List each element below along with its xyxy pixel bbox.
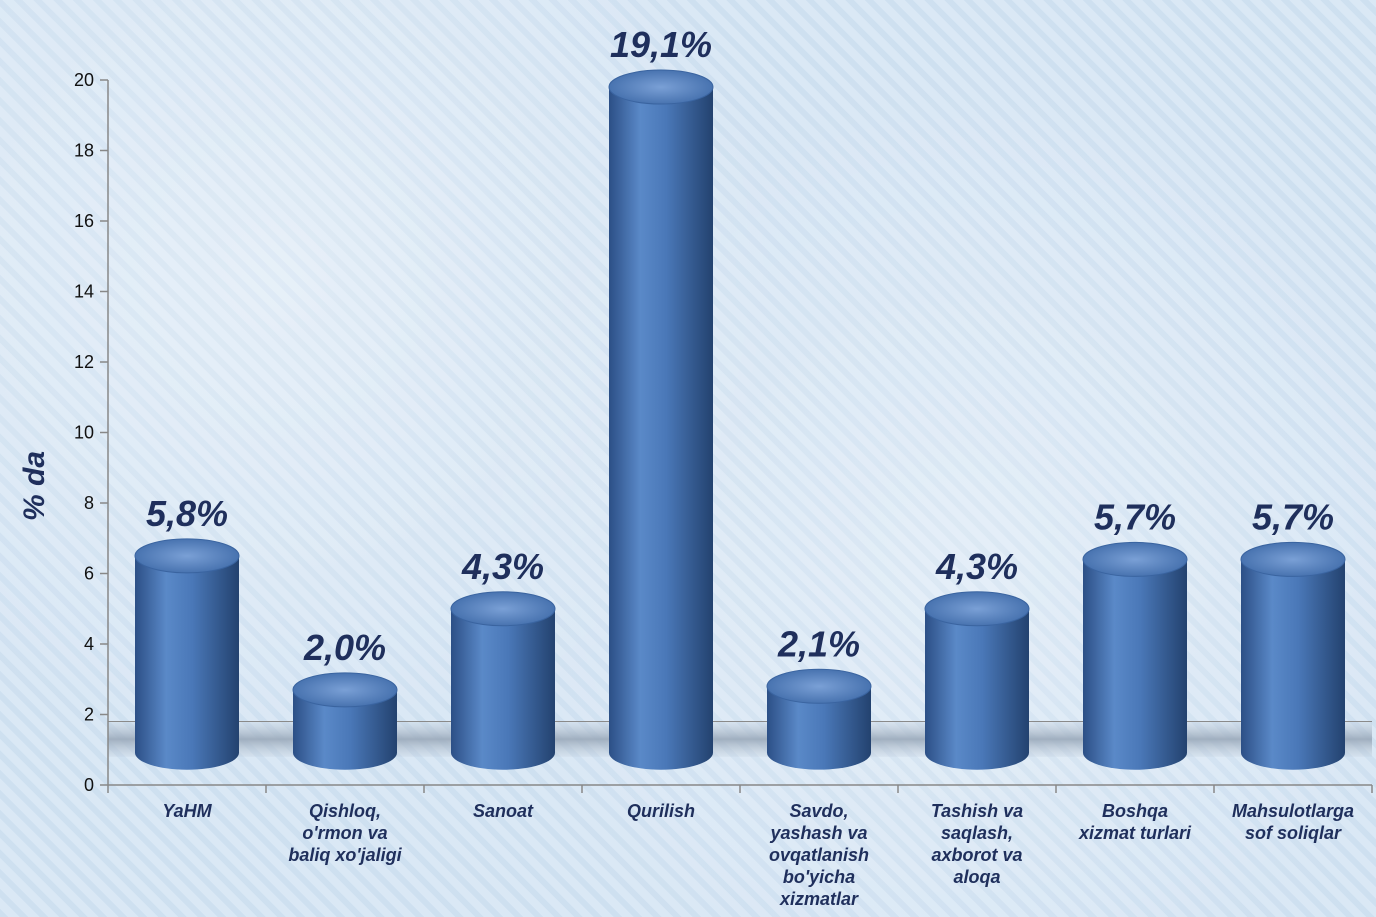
x-tick-label-line: aloqa	[953, 867, 1000, 887]
bar-body	[609, 87, 713, 770]
x-tick-label-line: Savdo,	[789, 801, 848, 821]
data-label: 2,0%	[303, 627, 386, 668]
bar	[924, 591, 1030, 770]
bar-top	[1240, 541, 1346, 577]
x-tick-label-line: Tashish va	[931, 801, 1023, 821]
bar	[608, 69, 714, 770]
x-tick-label: Sanoat	[473, 801, 534, 821]
x-tick-label-line: o'rmon va	[302, 823, 387, 843]
bar-top	[924, 591, 1030, 627]
x-tick-label-line: sof soliqlar	[1245, 823, 1342, 843]
y-axis-title: % da	[18, 451, 51, 521]
x-tick-label-line: axborot va	[931, 845, 1022, 865]
x-tick-label-line: xizmatlar	[779, 889, 859, 909]
bar	[450, 591, 556, 770]
bar-body	[1083, 559, 1187, 770]
x-tick-label: Boshqa xizmat turlari	[1078, 801, 1192, 843]
x-tick-label: Qurilish	[627, 801, 695, 821]
bar-body	[135, 555, 239, 770]
bar-body	[1241, 559, 1345, 770]
bar	[1082, 541, 1188, 770]
y-tick-label: 14	[74, 282, 94, 302]
bar-top	[134, 538, 240, 574]
data-label: 19,1%	[610, 24, 712, 65]
x-tick-label: Qishloq, o'rmon va baliq xo'jaligi	[288, 801, 402, 865]
x-tick-label-line: Qishloq,	[309, 801, 381, 821]
y-tick-label: 20	[74, 70, 94, 90]
x-tick-label-line: Qurilish	[627, 801, 695, 821]
data-label: 4,3%	[461, 546, 544, 587]
x-tick-label: Tashish va saqlash, axborot va aloqa	[931, 801, 1023, 887]
x-tick-label: Mahsulotlarga sof soliqlar	[1232, 801, 1354, 843]
y-tick-label: 18	[74, 141, 94, 161]
data-label: 4,3%	[935, 546, 1018, 587]
x-tick-label-line: Mahsulotlarga	[1232, 801, 1354, 821]
bar-body	[767, 686, 871, 770]
bar-top	[1082, 541, 1188, 577]
bar	[292, 672, 398, 770]
bar	[134, 538, 240, 770]
y-tick-label: 2	[84, 705, 94, 725]
x-tick-label-line: Boshqa	[1102, 801, 1168, 821]
y-tick-label: 4	[84, 634, 94, 654]
y-tick-label: 8	[84, 493, 94, 513]
y-tick-label: 12	[74, 352, 94, 372]
x-tick-label-line: yashash va	[769, 823, 867, 843]
bar	[766, 668, 872, 770]
bar-body	[293, 689, 397, 770]
data-label: 5,7%	[1094, 496, 1176, 537]
data-label: 2,1%	[777, 623, 860, 664]
bar	[1240, 541, 1346, 770]
y-tick-label: 6	[84, 564, 94, 584]
bar-body	[451, 608, 555, 770]
bar-top	[766, 668, 872, 704]
x-tick-label: YaHM	[162, 801, 212, 821]
bar-body	[925, 608, 1029, 770]
x-tick-label-line: YaHM	[162, 801, 212, 821]
x-tick-label-line: xizmat turlari	[1078, 823, 1192, 843]
x-tick-label-line: ovqatlanish	[769, 845, 869, 865]
x-tick-label-line: bo'yicha	[783, 867, 855, 887]
bar-top	[608, 69, 714, 105]
y-tick-label: 10	[74, 423, 94, 443]
data-label: 5,7%	[1252, 496, 1334, 537]
x-tick-label-line: baliq xo'jaligi	[288, 845, 402, 865]
x-tick-label-line: saqlash,	[941, 823, 1013, 843]
x-tick-label-line: Sanoat	[473, 801, 534, 821]
bar-top	[292, 672, 398, 708]
x-tick-label: Savdo, yashash va ovqatlanish bo'yicha xizma…	[769, 801, 869, 909]
y-tick-label: 16	[74, 211, 94, 231]
bar-top	[450, 591, 556, 627]
y-tick-label: 0	[84, 775, 94, 795]
data-label: 5,8%	[146, 493, 228, 534]
